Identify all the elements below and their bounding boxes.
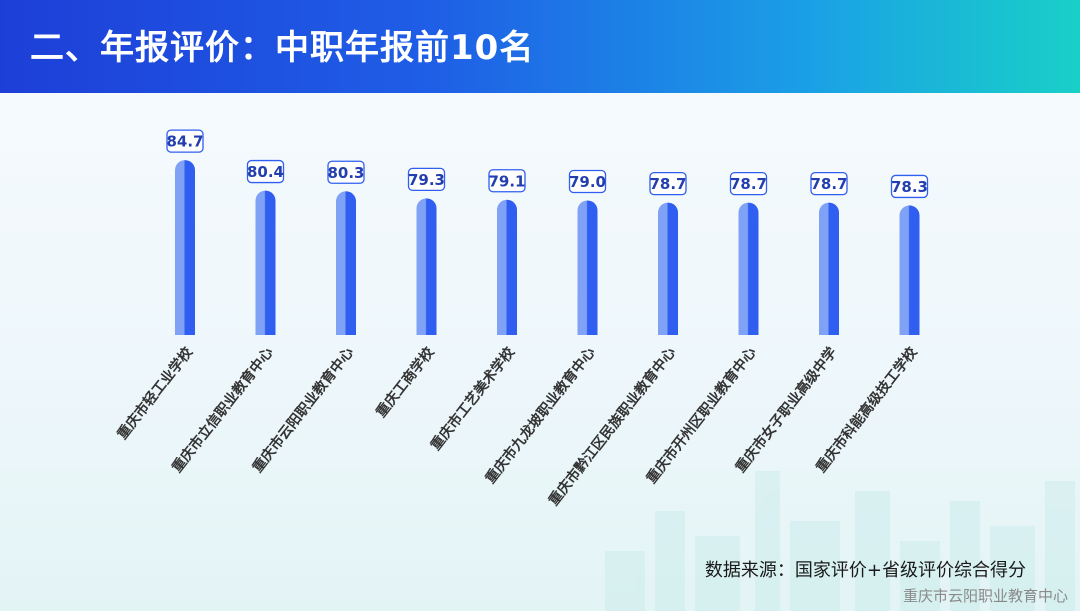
value-label-box bbox=[407, 167, 446, 192]
data-label: 79.3 bbox=[408, 171, 445, 189]
value-label-box bbox=[810, 171, 848, 196]
bar-base bbox=[738, 325, 759, 335]
bar bbox=[738, 202, 759, 335]
skyline-decoration bbox=[595, 440, 1080, 611]
bar-base bbox=[175, 325, 195, 335]
bar bbox=[175, 160, 195, 335]
page-title: 二、年报评价：中职年报前10名 bbox=[30, 28, 535, 68]
bar bbox=[416, 198, 437, 335]
data-label: 78.7 bbox=[730, 175, 767, 193]
header-banner: 二、年报评价：中职年报前10名 bbox=[0, 0, 1080, 93]
data-label: 78.3 bbox=[891, 178, 928, 196]
bar-base bbox=[497, 325, 517, 335]
value-label-box bbox=[649, 171, 687, 196]
bar bbox=[819, 202, 839, 335]
bar bbox=[577, 200, 598, 335]
value-label-box bbox=[488, 169, 526, 193]
bar bbox=[255, 190, 276, 335]
bar bbox=[336, 191, 356, 335]
value-label-box bbox=[729, 171, 768, 196]
bar-base bbox=[336, 325, 356, 335]
bar-base bbox=[416, 325, 437, 335]
value-label-box bbox=[890, 174, 929, 199]
bar bbox=[658, 202, 678, 335]
watermark: 重庆市云阳职业教育中心 bbox=[902, 587, 1068, 605]
data-label: 80.4 bbox=[247, 163, 284, 181]
category-tick-label: 重庆市轻工业学校 bbox=[114, 343, 197, 443]
data-source-note: 数据来源：国家评价+省级评价综合得分 bbox=[704, 560, 1026, 581]
value-label-box bbox=[166, 129, 204, 153]
data-label: 78.7 bbox=[649, 175, 686, 193]
bar bbox=[497, 199, 517, 335]
category-tick-label: 重庆市黔江区民族职业教育中心 bbox=[545, 344, 679, 509]
bar-base bbox=[577, 325, 598, 335]
category-tick-label: 重庆市工艺美术学校 bbox=[427, 343, 519, 454]
bar-base bbox=[658, 325, 678, 335]
data-label: 84.7 bbox=[166, 133, 203, 151]
data-label: 78.7 bbox=[810, 175, 847, 193]
bar bbox=[899, 205, 920, 335]
bar-base bbox=[819, 325, 839, 335]
bar-base bbox=[255, 325, 276, 335]
value-label-box bbox=[327, 160, 365, 184]
value-label-box bbox=[568, 169, 607, 194]
bar-base bbox=[899, 325, 920, 335]
value-label-box bbox=[246, 159, 285, 184]
data-label: 79.0 bbox=[569, 173, 606, 191]
data-label: 79.1 bbox=[488, 172, 525, 190]
category-tick-label: 重庆工商学校 bbox=[373, 343, 439, 420]
data-label: 80.3 bbox=[327, 164, 364, 182]
